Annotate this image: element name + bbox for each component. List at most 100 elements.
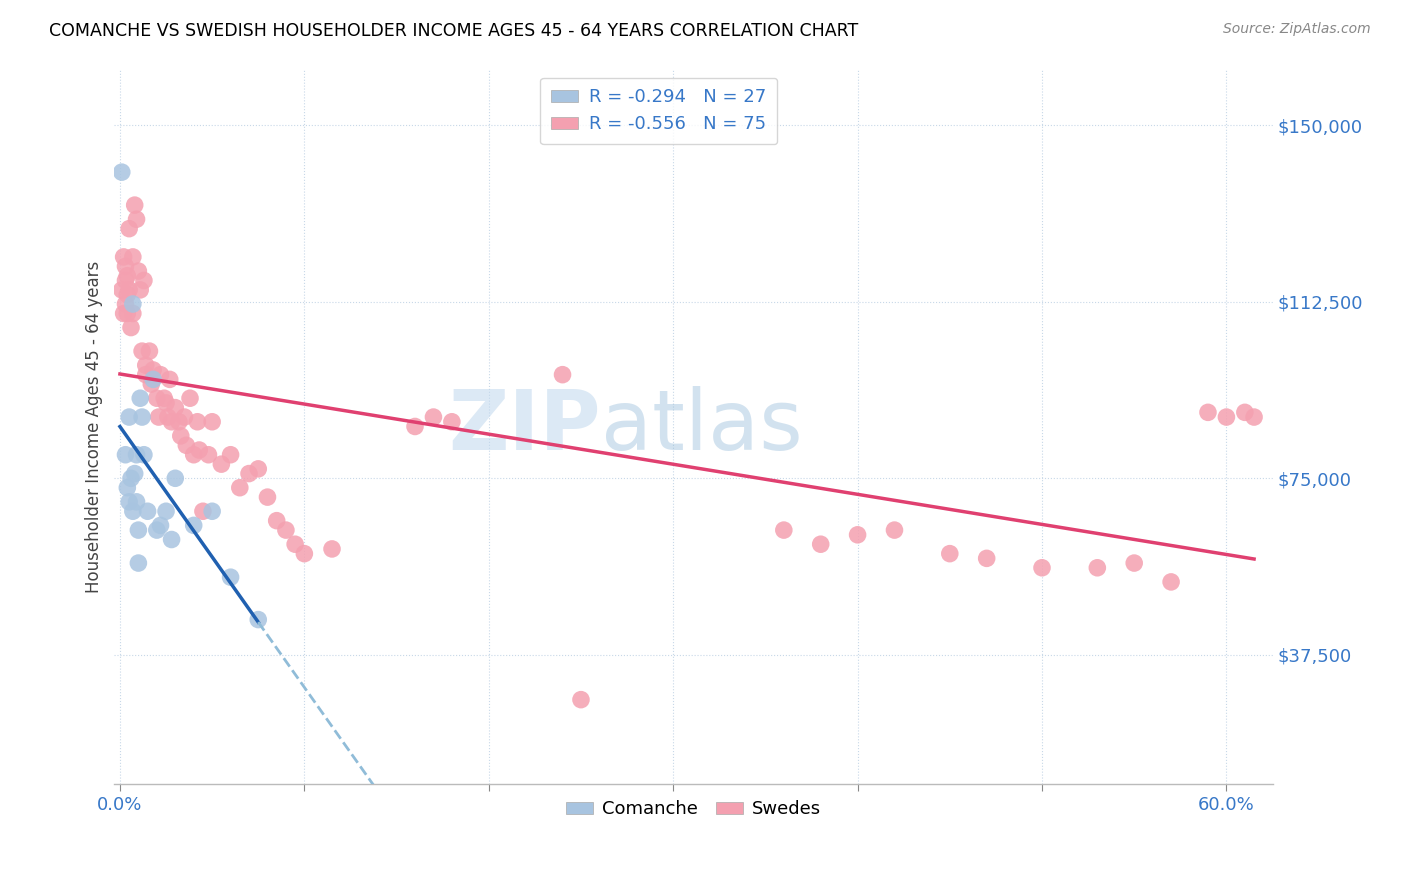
Point (124, 198, 146, 212)
Point (238, 467, 260, 481)
Point (159, 372, 181, 386)
Point (131, 344, 153, 359)
Point (1123, 556, 1146, 570)
Point (131, 410, 153, 425)
Point (247, 613, 270, 627)
Point (114, 297, 136, 311)
Point (1031, 561, 1053, 575)
Point (138, 344, 160, 359)
Point (404, 419, 426, 434)
Point (149, 518, 172, 533)
Point (1233, 405, 1256, 419)
Point (114, 448, 136, 462)
Point (117, 268, 139, 283)
Point (422, 410, 444, 425)
Point (125, 495, 148, 509)
Text: COMANCHE VS SWEDISH HOUSEHOLDER INCOME AGES 45 - 64 YEARS CORRELATION CHART: COMANCHE VS SWEDISH HOUSEHOLDER INCOME A… (49, 22, 859, 40)
Point (120, 471, 142, 485)
Point (118, 221, 141, 235)
Point (551, 368, 574, 382)
Point (117, 287, 139, 301)
Point (191, 504, 214, 518)
Point (111, 283, 134, 297)
Point (247, 462, 270, 476)
Point (1197, 405, 1219, 419)
Point (810, 537, 832, 551)
Point (183, 518, 205, 533)
Point (118, 410, 141, 425)
Point (136, 504, 159, 518)
Point (121, 250, 143, 264)
Point (112, 250, 135, 264)
Point (883, 523, 905, 537)
Point (121, 297, 143, 311)
Point (135, 368, 157, 382)
Point (141, 377, 163, 392)
Point (117, 306, 139, 320)
Point (183, 448, 205, 462)
Point (127, 523, 149, 537)
Point (114, 273, 136, 287)
Point (156, 410, 179, 425)
Point (170, 429, 193, 443)
Point (148, 410, 170, 425)
Point (120, 320, 142, 334)
Point (440, 415, 463, 429)
Point (127, 556, 149, 570)
Point (111, 165, 134, 179)
Point (129, 391, 152, 405)
Point (321, 541, 343, 556)
Point (112, 306, 135, 320)
Point (125, 448, 148, 462)
Point (846, 528, 869, 542)
Point (176, 438, 198, 452)
Legend: Comanche, Swedes: Comanche, Swedes (558, 793, 828, 825)
Point (201, 415, 224, 429)
Point (160, 415, 183, 429)
Point (201, 504, 224, 518)
Point (284, 537, 307, 551)
Point (135, 358, 157, 372)
Point (219, 570, 242, 584)
Point (127, 264, 149, 278)
Point (160, 533, 183, 547)
Point (256, 490, 278, 504)
Point (146, 391, 169, 405)
Point (1215, 410, 1237, 425)
Point (118, 283, 141, 297)
Point (209, 457, 232, 471)
Point (1160, 574, 1182, 589)
Point (976, 551, 998, 566)
Point (229, 481, 252, 495)
Point (165, 401, 187, 415)
Point (142, 372, 165, 386)
Point (167, 415, 190, 429)
Point (197, 448, 219, 462)
Point (117, 481, 139, 495)
Point (129, 283, 152, 297)
Point (188, 443, 211, 458)
Point (165, 471, 187, 485)
Point (114, 260, 136, 274)
Point (266, 514, 288, 528)
Point (155, 396, 177, 410)
Point (125, 212, 148, 227)
Text: ZIP: ZIP (449, 386, 600, 467)
Point (173, 410, 195, 425)
Point (121, 306, 143, 320)
Point (142, 363, 165, 377)
Point (186, 415, 208, 429)
Point (155, 504, 177, 518)
Point (146, 523, 169, 537)
Point (149, 368, 172, 382)
Point (132, 273, 155, 287)
Y-axis label: Householder Income Ages 45 - 64 years: Householder Income Ages 45 - 64 years (86, 260, 103, 592)
Point (179, 391, 201, 405)
Point (118, 495, 141, 509)
Point (1085, 561, 1108, 575)
Point (124, 467, 146, 481)
Point (121, 504, 143, 518)
Point (1243, 410, 1265, 425)
Point (939, 547, 962, 561)
Text: Source: ZipAtlas.com: Source: ZipAtlas.com (1223, 22, 1371, 37)
